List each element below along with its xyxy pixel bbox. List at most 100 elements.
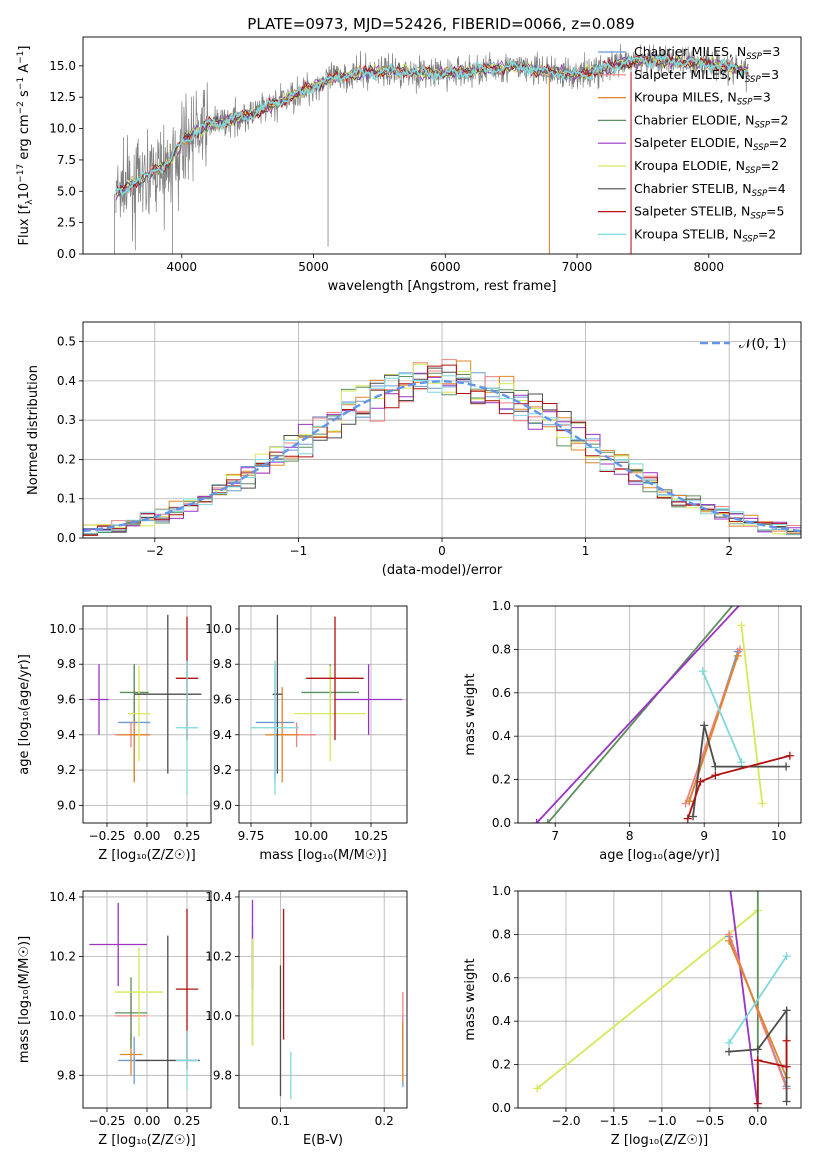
weight-marker-salpeter_stelib — [696, 777, 705, 786]
y-tick-label: 0.6 — [492, 971, 511, 985]
y-tick-label: 9.0 — [213, 798, 232, 812]
weight_vs_Z-xlabel: Z [log₁₀(Z/Z☉)] — [611, 1133, 708, 1148]
figure-title: PLATE=0973, MJD=52426, FIBERID=0066, z=0… — [247, 15, 634, 33]
y-tick-label: 0.2 — [492, 773, 511, 787]
y-tick-label: 9.0 — [57, 798, 76, 812]
weight-line-salpeter_elodie — [535, 606, 740, 823]
legend-label-chabrier_miles: Chabrier MILES, NSSP=3 — [634, 44, 780, 62]
x-tick-label: 5000 — [298, 260, 329, 274]
y-tick-label: 0.2 — [57, 452, 76, 466]
y-tick-label: 0.0 — [57, 531, 76, 545]
legend-label-chabrier_elodie: Chabrier ELODIE, NSSP=2 — [634, 112, 789, 130]
spectrum-ylabel: Flux [fλ10−17 erg cm−2 s−1 A−1] — [16, 46, 35, 246]
spectrum-xlabel: wavelength [Angstrom, rest frame] — [328, 279, 557, 294]
y-tick-label: 0.4 — [57, 374, 76, 388]
weight-line-kroupa_elodie — [536, 909, 759, 1090]
weight-marker-salpeter_stelib — [753, 1056, 762, 1065]
x-tick-label: 10 — [771, 829, 786, 843]
mass_vs_EBV-axes: 0.1 0.2 9.8 10.0 10.2 10.4 — [205, 890, 407, 1128]
weight-marker-kroupa_miles — [733, 651, 742, 660]
residual_hist-frame — [82, 321, 802, 539]
weight-line-kroupa_elodie — [740, 625, 764, 804]
legend-label-chabrier_stelib: Chabrier STELIB, NSSP=4 — [634, 181, 786, 199]
model-line-kroupa_stelib — [115, 52, 749, 198]
weight-marker-kroupa_elodie — [758, 799, 767, 808]
weight-marker-chabrier_stelib — [782, 762, 791, 771]
y-tick-label: 10.0 — [49, 622, 76, 636]
weight-marker-salpeter_stelib — [782, 1036, 791, 1045]
model-line-salpeter_stelib — [115, 53, 749, 193]
spectrum-legend: Chabrier MILES, NSSP=3 Salpeter MILES, NS… — [598, 44, 789, 244]
residual_hist-xlabel: (data-model)/error — [382, 563, 503, 578]
y-tick-label: 0.8 — [492, 927, 511, 941]
y-tick-label: 9.8 — [57, 657, 76, 671]
y-tick-label: 10.0 — [49, 122, 76, 136]
weight_vs_Z-ylabel: mass weight — [463, 958, 478, 1040]
x-tick-label: 8 — [626, 829, 634, 843]
weight-line-salpeter_stelib — [686, 754, 791, 819]
weight-marker-chabrier_stelib — [725, 1047, 734, 1056]
weight-marker-chabrier_stelib — [689, 812, 698, 821]
weight_vs_Z-frame — [517, 890, 802, 1109]
x-tick-label: −1 — [290, 544, 308, 558]
weight-marker-chabrier_elodie — [754, 876, 762, 884]
mass_vs_EBV-xlabel: E(B-V) — [303, 1133, 343, 1148]
y-tick-label: 9.6 — [213, 693, 232, 707]
y-tick-label: 10.2 — [205, 949, 232, 963]
weight-marker-chabrier_elodie — [543, 819, 552, 823]
age_vs_mass-frame — [238, 605, 408, 824]
y-tick-label: 1.0 — [492, 884, 511, 898]
x-tick-label: 0.25 — [174, 1114, 201, 1128]
x-tick-label: 7 — [551, 829, 559, 843]
x-tick-label: 0.1 — [271, 1114, 290, 1128]
x-tick-label: 0 — [438, 544, 446, 558]
age_vs_Z-points — [89, 614, 202, 795]
age_vs_Z-xlabel: Z [log₁₀(Z/Z☉)] — [98, 848, 195, 863]
y-tick-label: 9.4 — [213, 728, 232, 742]
y-tick-label: 0.1 — [57, 492, 76, 506]
x-tick-label: 9.75 — [238, 829, 265, 843]
weight-marker-salpeter_elodie — [725, 876, 733, 884]
weight-marker-kroupa_stelib — [725, 1038, 734, 1047]
age_vs_mass-xlabel: mass [log₁₀(M/M☉)] — [259, 848, 386, 863]
weight_vs_age-ylabel: mass weight — [463, 673, 478, 755]
x-tick-label: −0.5 — [695, 1114, 724, 1128]
y-tick-label: 7.5 — [57, 153, 76, 167]
weight-marker-kroupa_miles — [725, 936, 734, 945]
legend-label-kroupa_miles: Kroupa MILES, NSSP=3 — [634, 90, 771, 108]
x-tick-label: 10.25 — [354, 829, 388, 843]
normal-curve — [83, 380, 801, 533]
y-tick-label: 0.2 — [492, 1058, 511, 1072]
weight-marker-salpeter_miles — [735, 645, 744, 654]
y-tick-label: 0.0 — [57, 247, 76, 261]
y-tick-label: 10.0 — [49, 1009, 76, 1023]
y-tick-label: 0.6 — [492, 686, 511, 700]
x-tick-label: 10.00 — [294, 829, 328, 843]
y-tick-label: 9.8 — [213, 657, 232, 671]
legend-label-salpeter_miles: Salpeter MILES, NSSP=3 — [634, 67, 779, 85]
weight-marker-salpeter_stelib — [711, 771, 720, 780]
weight-marker-chabrier_stelib — [782, 1097, 791, 1106]
x-tick-label: −0.25 — [89, 829, 126, 843]
x-tick-label: 0.0 — [748, 1114, 767, 1128]
age_vs_Z-ylabel: age [log₁₀(age/yr)] — [17, 654, 32, 775]
legend-label-kroupa_stelib: Kroupa STELIB, NSSP=2 — [634, 226, 776, 244]
weight-marker-salpeter_stelib — [782, 1062, 791, 1071]
weight_vs_age-axes: 7 8 9 10 0.0 0.2 0.4 0.6 0.8 1.0 — [492, 599, 801, 843]
weight-marker-kroupa_stelib — [698, 667, 707, 676]
weight_vs_age-lines — [532, 606, 794, 823]
weight-line-kroupa_stelib — [728, 955, 788, 1044]
y-tick-label: 9.6 — [57, 693, 76, 707]
y-tick-label: 10.0 — [205, 1009, 232, 1023]
weight-marker-chabrier_stelib — [700, 721, 709, 730]
y-tick-label: 0.5 — [57, 335, 76, 349]
age_vs_Z-axes: −0.25 0.00 0.25 9.0 9.2 9.4 9.6 9.8 10.0 — [49, 606, 211, 843]
mass_vs_EBV-points — [251, 899, 404, 1100]
weight-line-kroupa_stelib — [701, 670, 743, 763]
weight_vs_Z-axes: −2.0 −1.5 −1.0 −0.5 0.0 0.0 0.2 0.4 0.6 0.8 1.0 — [492, 884, 801, 1128]
mass_vs_Z-ylabel: mass [log₁₀(M/M☉)] — [17, 936, 32, 1063]
age_vs_Z-frame — [82, 605, 212, 824]
y-tick-label: 0.4 — [492, 729, 511, 743]
x-tick-label: 0.00 — [134, 829, 161, 843]
y-tick-label: 0.0 — [492, 816, 511, 830]
